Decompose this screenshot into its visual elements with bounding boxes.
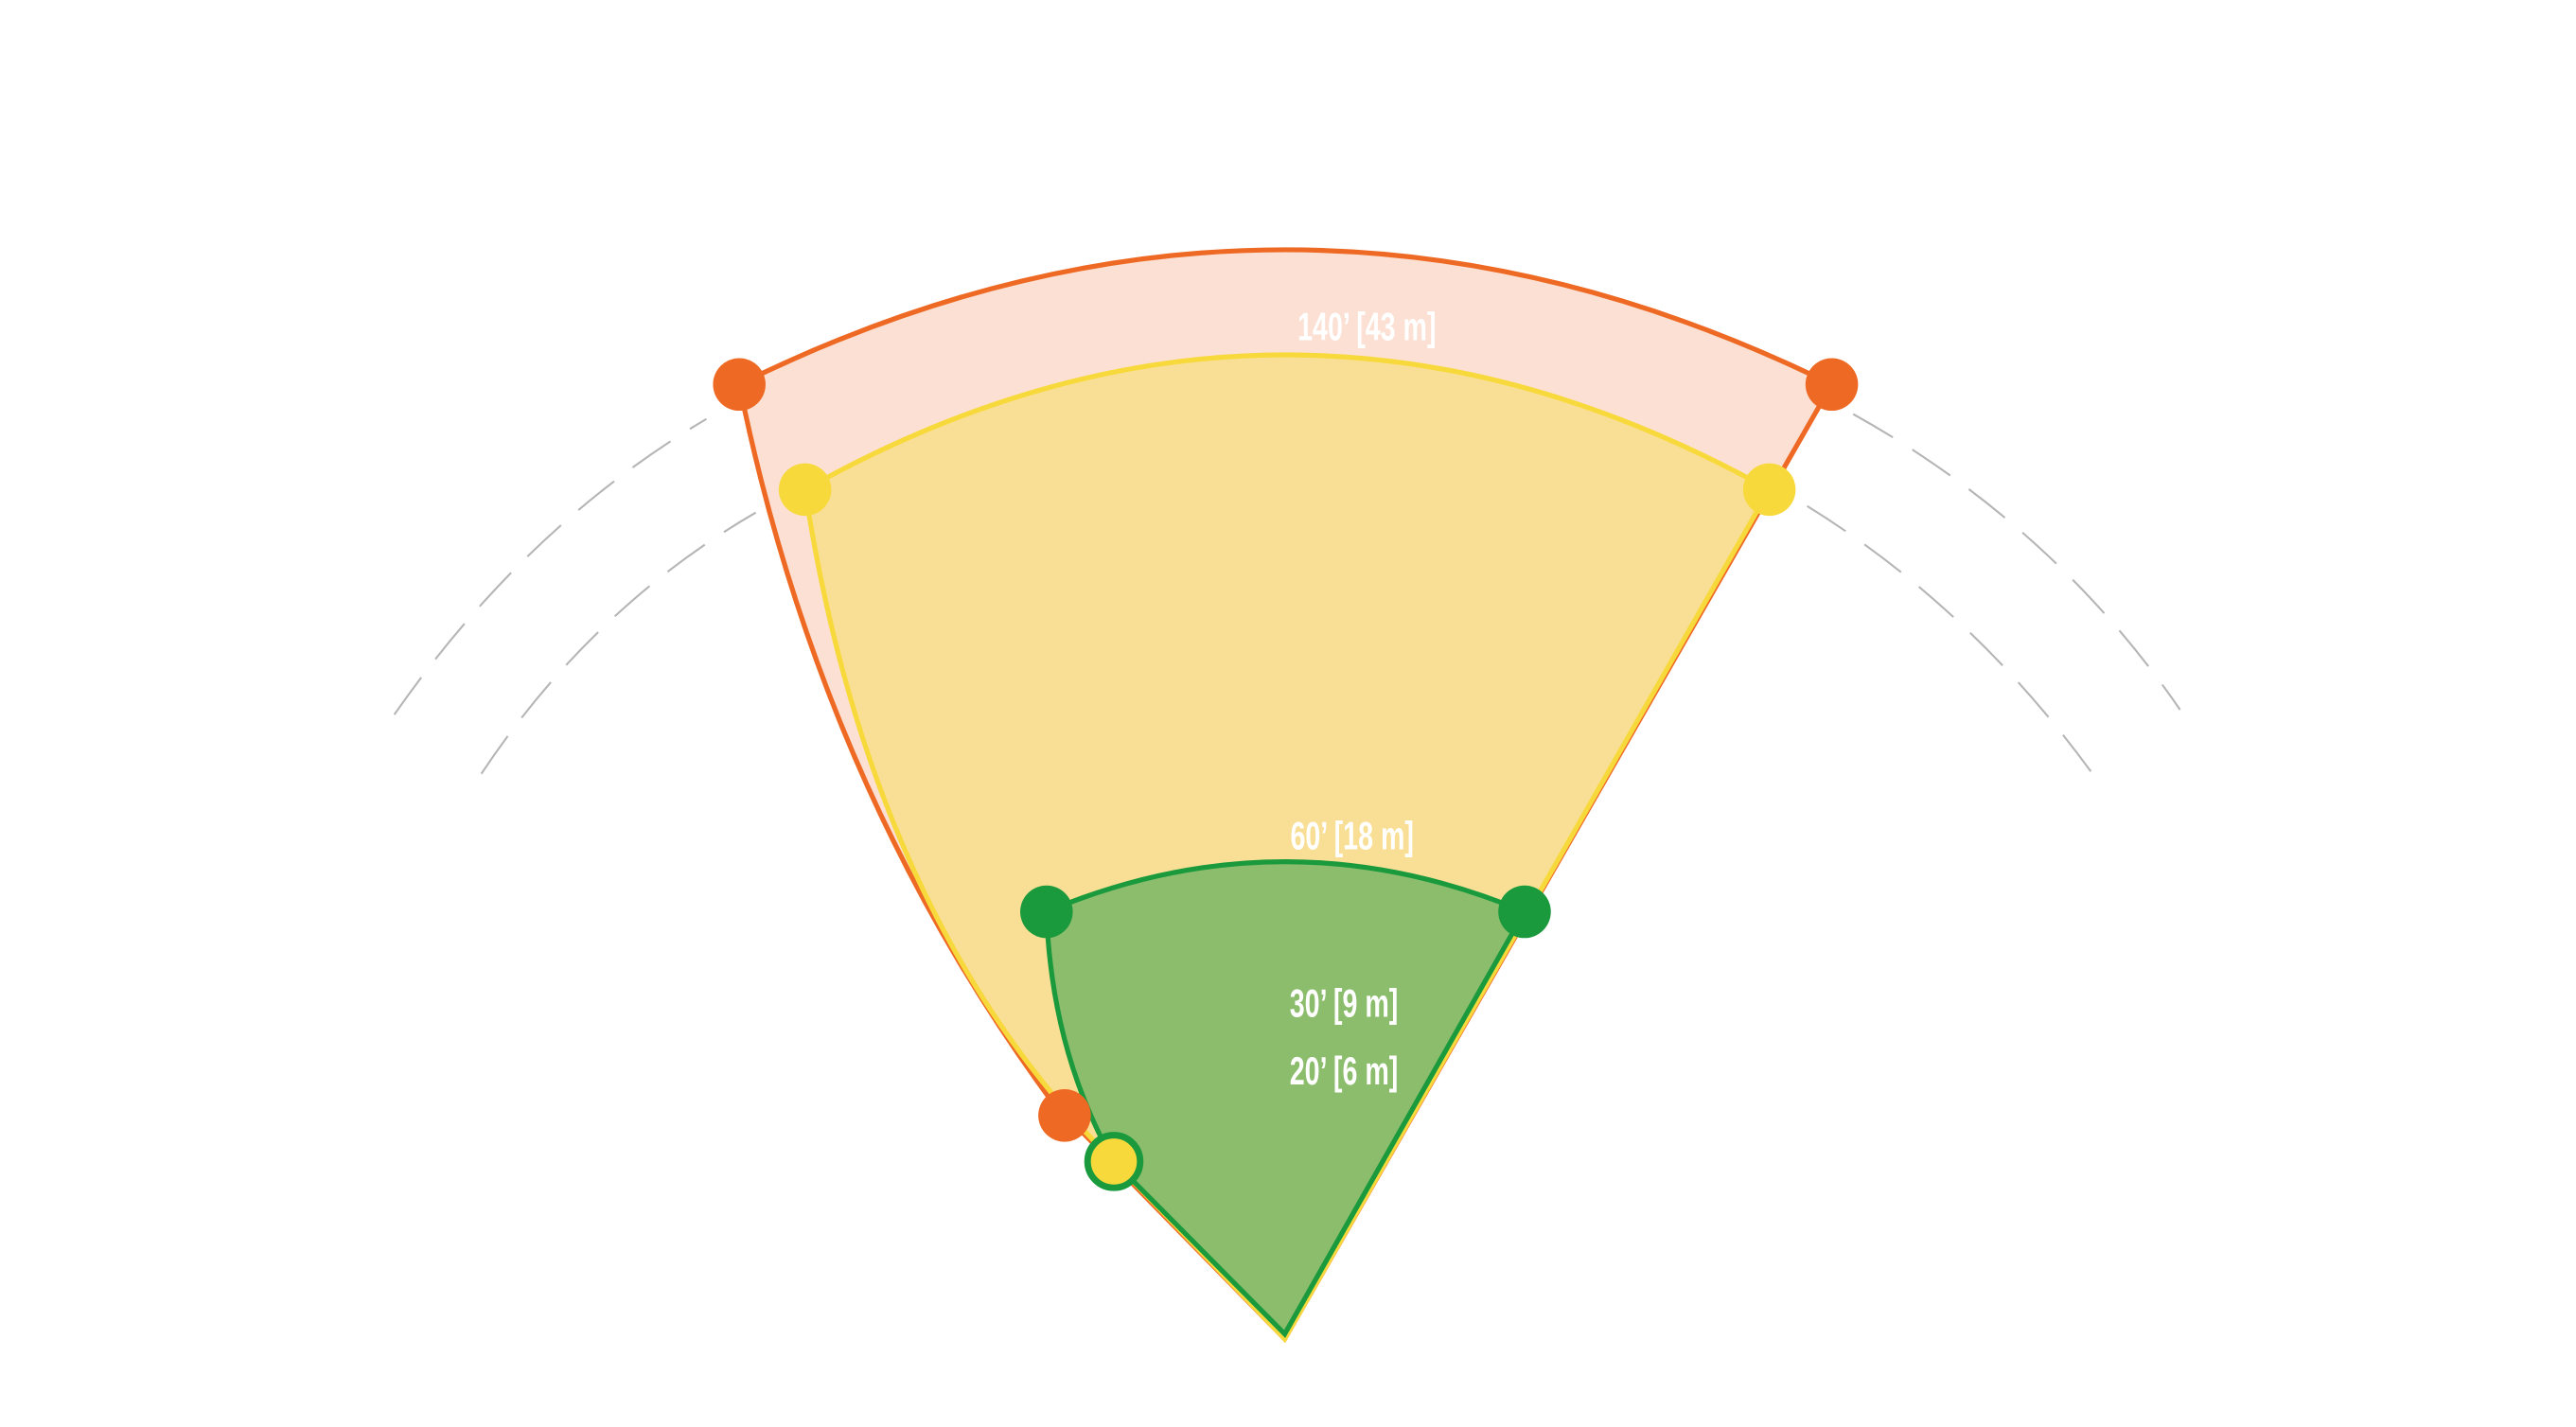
range-label: 30’ [9 m] bbox=[1290, 980, 1399, 1026]
label-group: 30’ [9 m] bbox=[1290, 980, 1399, 1026]
guide-arc bbox=[1807, 504, 2092, 773]
handles bbox=[713, 358, 1859, 1191]
outer-handle[interactable] bbox=[1805, 358, 1859, 412]
label-group: 20’ [6 m] bbox=[1290, 1048, 1399, 1093]
inner-handle[interactable] bbox=[1020, 885, 1073, 939]
guide-arc bbox=[1852, 413, 2181, 711]
guide-arc bbox=[480, 511, 757, 775]
range-label: 140’ [43 m] bbox=[1297, 304, 1436, 349]
label-group: 140’ [43 m] bbox=[1297, 304, 1436, 349]
range-guides bbox=[393, 413, 2181, 775]
near-handle[interactable] bbox=[1084, 1132, 1144, 1191]
range-label: 20’ [6 m] bbox=[1290, 1048, 1399, 1093]
label-group: 60’ [18 m] bbox=[1290, 813, 1414, 858]
outer-near-handle[interactable] bbox=[1038, 1089, 1091, 1142]
inner-zone bbox=[1044, 858, 1528, 1338]
inner-handle[interactable] bbox=[1498, 885, 1551, 939]
outer-handle[interactable] bbox=[713, 358, 766, 412]
range-label: 60’ [18 m] bbox=[1290, 813, 1414, 858]
middle-handle[interactable] bbox=[778, 463, 832, 517]
middle-handle[interactable] bbox=[1742, 463, 1796, 517]
guide-arc bbox=[393, 417, 707, 715]
